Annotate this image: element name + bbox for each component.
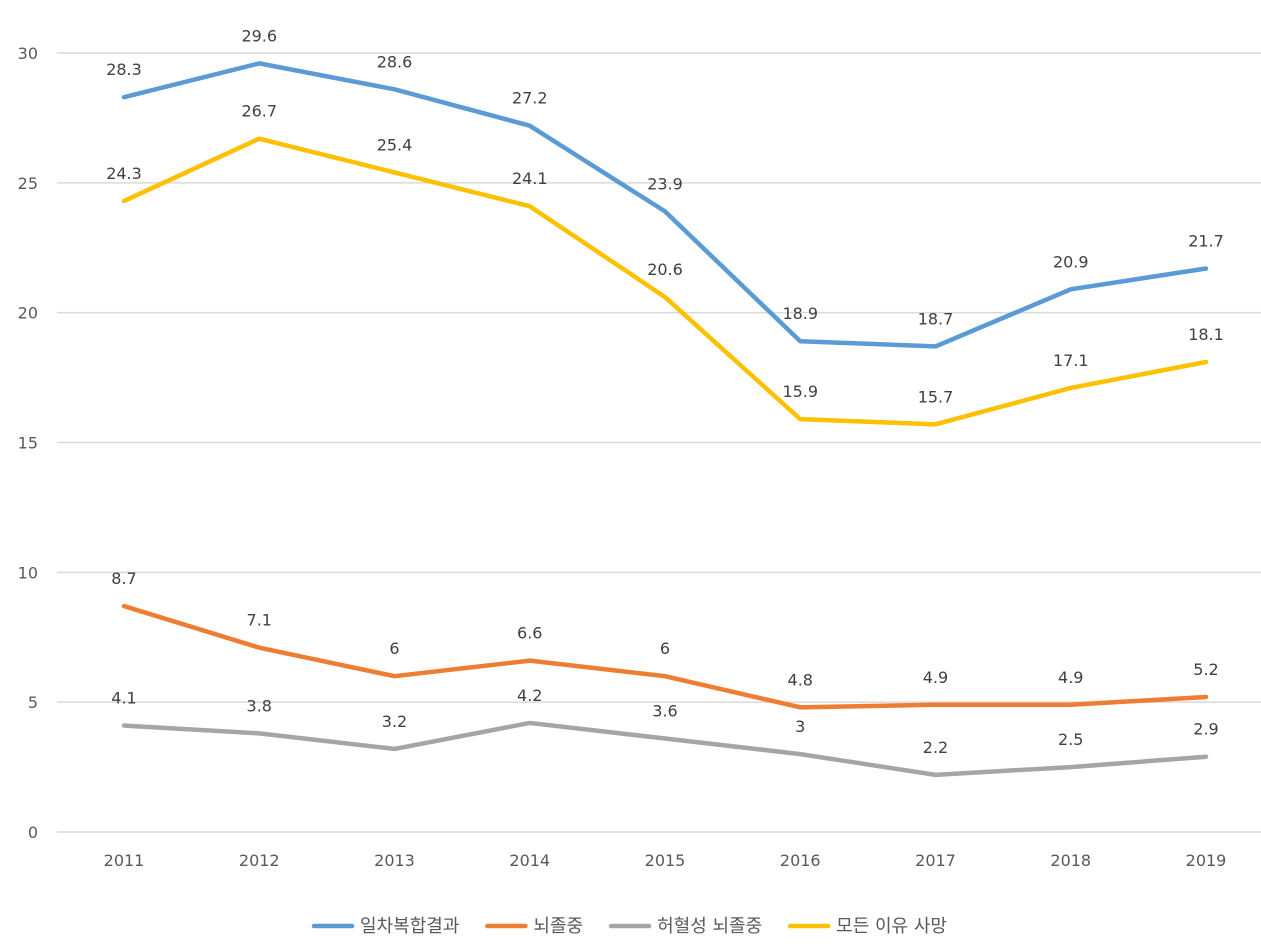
data-label: 4.1	[111, 689, 136, 708]
data-label: 3	[795, 717, 805, 736]
data-label: 15.7	[918, 387, 954, 406]
data-label: 20.6	[647, 260, 683, 279]
y-tick-label: 15	[18, 434, 38, 453]
x-tick-label: 2012	[239, 851, 280, 870]
data-label: 26.7	[241, 102, 277, 121]
data-labels: 28.3 29.6 28.6 27.2 23.9 18.9 18.7 20.9 21.7 8.7 7…	[106, 26, 1224, 756]
legend-label: 뇌졸중	[533, 916, 583, 937]
series-line-2	[121, 720, 1209, 778]
data-label: 7.1	[247, 611, 272, 630]
data-label: 28.3	[106, 60, 142, 79]
y-tick-label: 0	[28, 823, 38, 842]
data-label: 6.6	[517, 624, 542, 643]
data-label: 29.6	[241, 26, 277, 45]
data-label: 15.9	[782, 382, 818, 401]
data-label: 4.9	[1058, 668, 1083, 687]
data-label: 27.2	[512, 89, 548, 108]
y-tick-label: 20	[18, 304, 38, 323]
data-label: 3.2	[382, 712, 407, 731]
data-label: 18.1	[1188, 325, 1224, 344]
legend[interactable]: 일차복합결과 뇌졸중 허혈성 뇌졸중 모든 이유 사망	[311, 916, 947, 937]
data-label: 24.1	[512, 169, 548, 188]
y-tick-label: 5	[28, 693, 38, 712]
data-label: 18.7	[918, 309, 954, 328]
x-axis: 2011 2012 2013 2014 2015 2016 2017 2018 2019	[104, 851, 1227, 870]
data-label: 4.2	[517, 686, 542, 705]
x-tick-label: 2017	[915, 851, 956, 870]
series-line-0	[121, 61, 1209, 349]
data-label: 21.7	[1188, 232, 1224, 251]
legend-item-1[interactable]: 뇌졸중	[485, 916, 583, 937]
data-label: 20.9	[1053, 252, 1089, 271]
data-label: 5.2	[1193, 660, 1218, 679]
data-label: 3.8	[247, 696, 272, 715]
data-label: 3.6	[652, 702, 677, 721]
series-line-3	[121, 136, 1209, 427]
y-tick-label: 10	[18, 563, 38, 582]
x-tick-label: 2019	[1186, 851, 1227, 870]
data-label: 25.4	[377, 135, 413, 154]
data-label: 2.9	[1193, 720, 1218, 739]
data-label: 4.8	[788, 670, 813, 689]
data-label: 8.7	[111, 569, 136, 588]
data-label: 17.1	[1053, 351, 1089, 370]
x-tick-label: 2011	[104, 851, 145, 870]
x-tick-label: 2016	[780, 851, 821, 870]
data-label: 28.6	[377, 52, 413, 71]
legend-label: 일차복합결과	[360, 916, 459, 937]
legend-item-2[interactable]: 허혈성 뇌졸중	[608, 916, 762, 937]
data-label: 23.9	[647, 174, 683, 193]
series-line-1	[121, 603, 1209, 710]
x-tick-label: 2015	[645, 851, 686, 870]
y-tick-label: 25	[18, 174, 38, 193]
gridlines	[57, 52, 1261, 833]
y-axis: 0 5 10 15 20 25 30	[18, 44, 38, 842]
x-tick-label: 2014	[509, 851, 550, 870]
x-tick-label: 2013	[374, 851, 415, 870]
series-lines	[121, 61, 1209, 778]
data-label: 6	[660, 639, 670, 658]
data-label: 24.3	[106, 164, 142, 183]
legend-label: 모든 이유 사망	[836, 916, 947, 937]
legend-item-3[interactable]: 모든 이유 사망	[787, 916, 947, 937]
data-label: 2.5	[1058, 730, 1083, 749]
data-label: 2.2	[923, 738, 948, 757]
legend-item-0[interactable]: 일차복합결과	[311, 916, 459, 937]
data-label: 6	[389, 639, 399, 658]
data-label: 4.9	[923, 668, 948, 687]
y-tick-label: 30	[18, 44, 38, 63]
legend-label: 허혈성 뇌졸중	[657, 916, 762, 937]
x-tick-label: 2018	[1050, 851, 1091, 870]
data-label: 18.9	[782, 304, 818, 323]
